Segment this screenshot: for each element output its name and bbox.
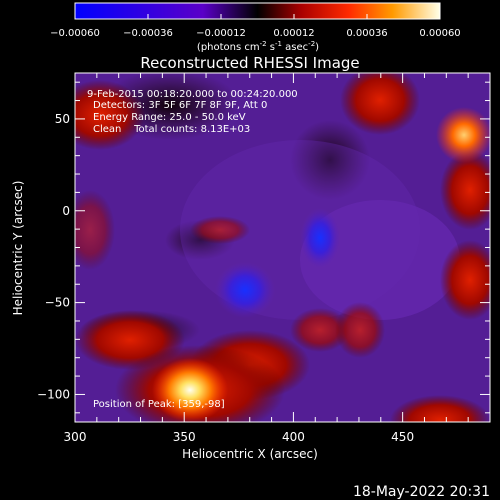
annotation-line: 9-Feb-2015 00:18:20.000 to 00:24:20.000 bbox=[87, 89, 298, 100]
y-tick-label: 50 bbox=[55, 112, 70, 126]
y-tick-label: −100 bbox=[37, 387, 70, 401]
annotation-line: Detectors: 3F 5F 6F 7F 8F 9F, Att 0 bbox=[93, 100, 267, 111]
annotation-block: 9-Feb-2015 00:18:20.000 to 00:24:20.000 … bbox=[87, 89, 298, 410]
colorbar-unit-label: (photons cm-2 s-1 asec-2) bbox=[197, 40, 319, 53]
x-tick-label: 450 bbox=[391, 430, 414, 444]
colorbar: −0.00060 −0.00036 −0.00012 0.00012 0.00036 0.… bbox=[50, 2, 461, 53]
heatmap-image bbox=[75, 73, 490, 422]
colorbar-tick-label: 0.00060 bbox=[419, 28, 460, 39]
colorbar-gradient bbox=[74, 2, 441, 20]
y-axis-label: Heliocentric Y (arcsec) bbox=[11, 181, 25, 316]
y-tick-label: 0 bbox=[62, 204, 70, 218]
annotation-line: Clean Total counts: 8.13E+03 bbox=[93, 124, 250, 135]
annotation-line: Energy Range: 25.0 - 50.0 keV bbox=[93, 112, 246, 123]
colorbar-tick-label: 0.00036 bbox=[346, 28, 387, 39]
colorbar-tick-label: −0.00036 bbox=[123, 28, 173, 39]
y-tick-label: −50 bbox=[45, 296, 70, 310]
colorbar-tick-label: −0.00060 bbox=[50, 28, 100, 39]
x-axis-label: Heliocentric X (arcsec) bbox=[182, 447, 318, 461]
x-tick-label: 400 bbox=[282, 430, 305, 444]
colorbar-tick-label: −0.00012 bbox=[196, 28, 246, 39]
x-tick-label: 350 bbox=[173, 430, 196, 444]
x-tick-label: 300 bbox=[64, 430, 87, 444]
colorbar-tick-label: 0.00012 bbox=[273, 28, 314, 39]
timestamp: 18-May-2022 20:31 bbox=[353, 484, 490, 500]
chart-title: Reconstructed RHESSI Image bbox=[140, 54, 359, 72]
peak-position-label: Position of Peak: [359,-98] bbox=[93, 399, 225, 410]
